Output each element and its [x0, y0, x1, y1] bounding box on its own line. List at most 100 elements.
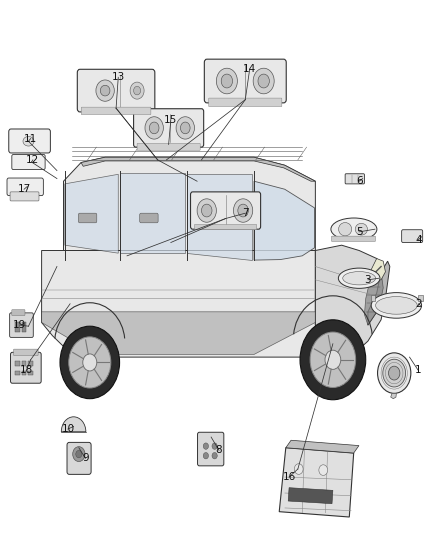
Text: 9: 9 — [82, 454, 89, 463]
Bar — [22, 361, 26, 366]
Circle shape — [197, 199, 216, 222]
FancyBboxPatch shape — [10, 192, 39, 201]
Circle shape — [310, 332, 356, 387]
Circle shape — [134, 86, 141, 95]
Ellipse shape — [100, 85, 110, 96]
FancyBboxPatch shape — [11, 352, 41, 383]
FancyBboxPatch shape — [14, 349, 38, 356]
Polygon shape — [42, 251, 333, 357]
FancyBboxPatch shape — [198, 432, 224, 466]
FancyBboxPatch shape — [204, 59, 286, 103]
Circle shape — [216, 68, 237, 94]
Circle shape — [130, 82, 144, 99]
Circle shape — [238, 204, 248, 217]
Wedge shape — [61, 417, 86, 432]
Polygon shape — [64, 157, 315, 251]
Polygon shape — [81, 157, 315, 181]
FancyBboxPatch shape — [12, 155, 45, 169]
Text: 13: 13 — [112, 72, 125, 82]
Ellipse shape — [96, 80, 114, 101]
Text: 7: 7 — [242, 208, 249, 218]
Circle shape — [300, 320, 366, 400]
Text: 12: 12 — [26, 155, 39, 165]
Circle shape — [221, 74, 233, 88]
Text: 15: 15 — [164, 115, 177, 125]
Circle shape — [145, 117, 163, 139]
Circle shape — [325, 350, 341, 369]
Bar — [28, 361, 33, 366]
Bar — [371, 295, 375, 301]
FancyBboxPatch shape — [205, 213, 224, 223]
Text: 10: 10 — [61, 424, 74, 434]
Circle shape — [60, 326, 120, 399]
Ellipse shape — [338, 268, 380, 288]
Bar — [15, 322, 20, 332]
Text: 17: 17 — [18, 184, 31, 194]
Bar — [22, 371, 26, 375]
Text: 2: 2 — [415, 299, 422, 309]
Ellipse shape — [371, 293, 421, 318]
Polygon shape — [65, 174, 118, 253]
FancyBboxPatch shape — [345, 174, 364, 184]
Bar — [15, 361, 20, 366]
Ellipse shape — [343, 271, 376, 285]
Bar — [22, 322, 26, 332]
FancyBboxPatch shape — [191, 192, 261, 229]
Polygon shape — [120, 173, 185, 253]
FancyBboxPatch shape — [78, 213, 97, 223]
Ellipse shape — [355, 223, 367, 235]
FancyBboxPatch shape — [9, 129, 50, 153]
Ellipse shape — [331, 218, 377, 240]
FancyBboxPatch shape — [81, 107, 151, 115]
Polygon shape — [42, 312, 315, 354]
Polygon shape — [187, 174, 252, 260]
Polygon shape — [368, 261, 390, 325]
Polygon shape — [286, 440, 359, 453]
Text: 4: 4 — [415, 235, 422, 245]
Circle shape — [212, 443, 217, 449]
Circle shape — [383, 359, 406, 387]
Text: 11: 11 — [24, 134, 37, 143]
Bar — [15, 371, 20, 375]
Circle shape — [258, 74, 269, 88]
FancyBboxPatch shape — [209, 98, 282, 107]
Text: 3: 3 — [364, 275, 371, 285]
Circle shape — [176, 117, 194, 139]
Bar — [418, 295, 423, 301]
Circle shape — [294, 464, 303, 474]
Text: 6: 6 — [356, 176, 363, 186]
Polygon shape — [254, 181, 314, 260]
Circle shape — [212, 453, 217, 459]
FancyBboxPatch shape — [140, 213, 158, 223]
FancyBboxPatch shape — [402, 230, 423, 243]
Circle shape — [180, 122, 190, 134]
Circle shape — [73, 447, 85, 462]
Circle shape — [319, 465, 328, 475]
Ellipse shape — [375, 296, 417, 314]
FancyBboxPatch shape — [12, 310, 25, 316]
FancyBboxPatch shape — [134, 109, 204, 147]
Text: 14: 14 — [243, 64, 256, 74]
FancyBboxPatch shape — [137, 143, 200, 150]
FancyBboxPatch shape — [194, 224, 257, 230]
Text: 5: 5 — [356, 227, 363, 237]
Text: 16: 16 — [283, 472, 296, 482]
FancyBboxPatch shape — [10, 313, 33, 337]
Polygon shape — [315, 245, 385, 357]
Circle shape — [389, 366, 400, 380]
Text: 8: 8 — [215, 446, 223, 455]
Circle shape — [203, 453, 208, 459]
Ellipse shape — [339, 223, 352, 236]
Bar — [28, 371, 33, 375]
FancyBboxPatch shape — [7, 178, 43, 196]
Polygon shape — [288, 488, 333, 504]
Polygon shape — [391, 393, 396, 399]
Circle shape — [69, 337, 111, 388]
Circle shape — [253, 68, 274, 94]
Circle shape — [76, 450, 82, 458]
Polygon shape — [370, 259, 385, 280]
Circle shape — [201, 204, 212, 217]
Circle shape — [83, 354, 97, 371]
Circle shape — [378, 353, 411, 393]
Polygon shape — [364, 272, 383, 325]
